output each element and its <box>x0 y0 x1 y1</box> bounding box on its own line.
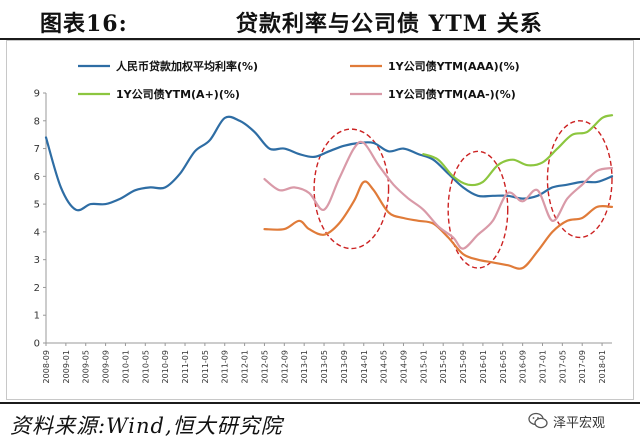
highlight-ellipse <box>313 128 390 250</box>
x-tick-label: 2015-05 <box>439 350 448 383</box>
y-tick-label: 6 <box>34 172 40 183</box>
x-tick-label: 2008-09 <box>42 350 51 383</box>
x-tick-label: 2011-05 <box>201 350 210 383</box>
x-tick-label: 2009-09 <box>102 350 111 383</box>
watermark-text: 泽平宏观 <box>553 415 606 431</box>
x-tick-label: 2011-01 <box>181 350 190 383</box>
x-tick-label: 2010-05 <box>141 350 150 383</box>
y-tick-label: 1 <box>34 311 40 322</box>
x-tick-label: 2013-09 <box>340 350 349 383</box>
y-tick-label: 5 <box>34 200 40 211</box>
title-divider <box>0 38 640 40</box>
y-tick-label: 3 <box>34 255 40 266</box>
highlight-ellipse <box>447 150 509 269</box>
chart-series <box>44 114 614 270</box>
x-tick-label: 2017-05 <box>558 350 567 383</box>
y-tick-label: 9 <box>34 89 40 100</box>
x-tick-label: 2012-09 <box>280 350 289 383</box>
legend-label-a-plus: 1Y公司债YTM(A+)(%) <box>116 87 240 101</box>
chart-title: 贷款利率与公司债 YTM 关系 <box>236 11 543 37</box>
x-tick-label: 2014-01 <box>360 350 369 383</box>
y-tick-label: 8 <box>34 116 40 127</box>
y-tick-label: 4 <box>34 227 40 238</box>
x-tick-label: 2016-05 <box>499 350 508 383</box>
highlight-ellipse <box>546 120 613 239</box>
x-tick-label: 2011-09 <box>221 350 230 383</box>
title-bar: 图表16: 贷款利率与公司债 YTM 关系 <box>0 0 640 38</box>
series-line-loan-rate <box>44 115 614 212</box>
legend-label-aaa: 1Y公司债YTM(AAA)(%) <box>388 59 520 73</box>
line-chart: 0 1 2 3 4 5 6 7 8 9 2008-09 2009-01 2009-05 2009-09 20… <box>34 59 614 383</box>
series-line-a-plus <box>422 114 614 187</box>
x-tick-label: 2015-09 <box>459 350 468 383</box>
x-tick-label: 2018-01 <box>598 350 607 383</box>
y-tick-label: 7 <box>34 144 40 155</box>
legend-label-aa-minus: 1Y公司债YTM(AA-)(%) <box>388 87 516 101</box>
y-tick-label: 0 <box>34 339 40 350</box>
watermark: 泽平宏观 <box>528 406 605 436</box>
x-tick-label: 2013-01 <box>300 350 309 383</box>
legend-label-loan-rate: 人民币贷款加权平均利率(%) <box>116 59 258 73</box>
x-tick-label: 2017-01 <box>538 350 547 383</box>
chart-frame <box>6 40 634 400</box>
footer-divider <box>0 402 640 404</box>
x-tick-label: 2009-01 <box>62 350 71 383</box>
x-tick-label: 2010-01 <box>121 350 130 383</box>
y-tick-label: 2 <box>34 283 40 294</box>
figure-label: 图表16: <box>40 11 128 37</box>
x-tick-label: 2013-05 <box>320 350 329 383</box>
highlight-ellipses <box>313 120 613 269</box>
x-tick-label: 2015-01 <box>419 350 428 383</box>
x-tick-label: 2012-05 <box>260 350 269 383</box>
x-tick-label: 2014-09 <box>399 350 408 383</box>
x-tick-label: 2016-01 <box>479 350 488 383</box>
x-tick-label: 2014-05 <box>380 350 389 383</box>
x-tick-label: 2012-01 <box>241 350 250 383</box>
series-line-aa-minus <box>263 140 614 250</box>
chart-axes: 0 1 2 3 4 5 6 7 8 9 2008-09 2009-01 2009-05 2009-09 20… <box>34 89 612 383</box>
x-tick-label: 2017-09 <box>578 350 587 383</box>
x-tick-label: 2016-09 <box>519 350 528 383</box>
series-line-aaa <box>263 180 614 270</box>
x-tick-label: 2009-05 <box>82 350 91 383</box>
chart-legend: 人民币贷款加权平均利率(%) 1Y公司债YTM(AAA)(%) 1Y公司债YTM(A… <box>78 59 520 101</box>
x-tick-label: 2010-09 <box>161 350 170 383</box>
source-note: 资料来源:Wind,恒大研究院 <box>10 414 283 438</box>
wechat-icon <box>528 412 548 429</box>
